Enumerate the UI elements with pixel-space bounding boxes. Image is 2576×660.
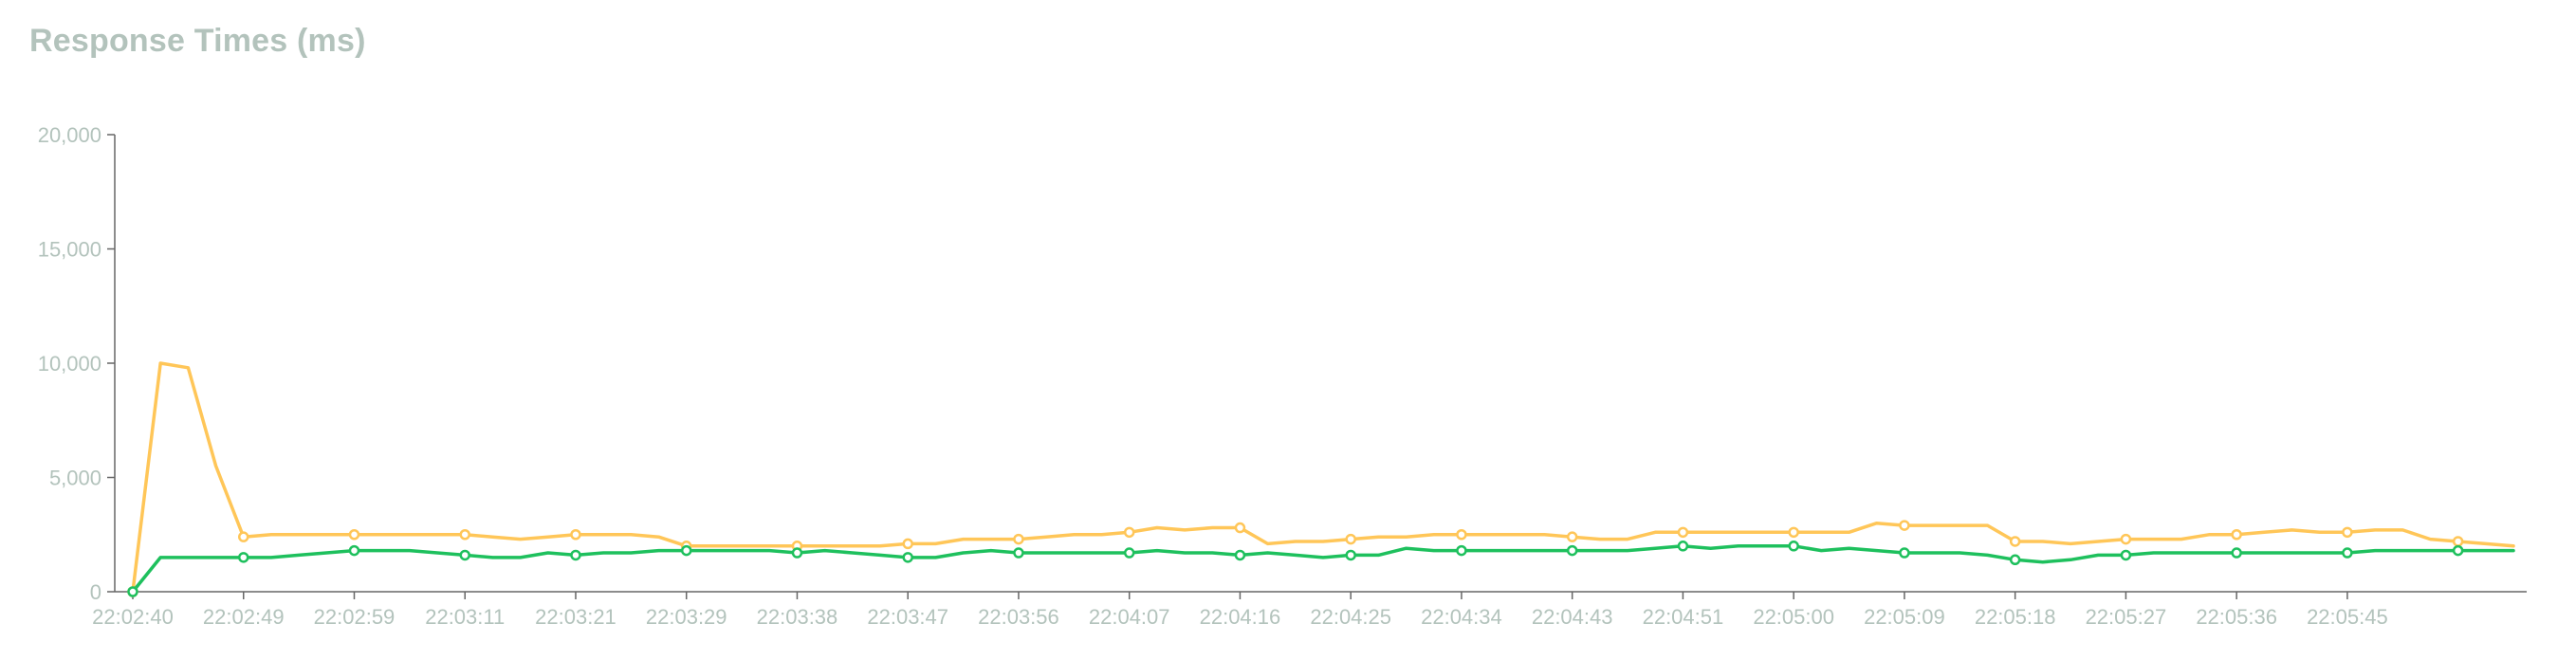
series-1-point[interactable] bbox=[1123, 526, 1135, 539]
y-tick-label: 5,000 bbox=[49, 467, 101, 490]
series-line-2 bbox=[131, 544, 2515, 594]
series-2-point[interactable] bbox=[1456, 544, 1467, 557]
series-1-point[interactable] bbox=[1456, 529, 1467, 541]
x-tick-label: 22:05:27 bbox=[2086, 605, 2167, 629]
series-1-point[interactable] bbox=[1345, 533, 1356, 545]
x-tick-label: 22:03:11 bbox=[425, 605, 505, 629]
series-2-point[interactable] bbox=[127, 586, 138, 597]
x-tick-label: 22:04:07 bbox=[1089, 605, 1170, 629]
y-tick-label: 20,000 bbox=[38, 123, 101, 147]
x-tick-label: 22:04:43 bbox=[1532, 605, 1613, 629]
x-tick-label: 22:02:59 bbox=[314, 605, 396, 629]
series-1-point[interactable] bbox=[570, 529, 581, 541]
series-1-point[interactable] bbox=[2009, 536, 2021, 547]
x-tick-label: 22:03:21 bbox=[535, 605, 616, 629]
series-1-point[interactable] bbox=[1677, 526, 1689, 539]
series-1-point[interactable] bbox=[1013, 533, 1024, 545]
series-2-point[interactable] bbox=[348, 544, 360, 557]
series-1-point[interactable] bbox=[1234, 522, 1246, 534]
x-tick-label: 22:05:00 bbox=[1753, 605, 1834, 629]
series-1-point[interactable] bbox=[1566, 531, 1578, 542]
x-tick-label: 22:05:18 bbox=[1975, 605, 2056, 629]
series-1-point[interactable] bbox=[237, 531, 249, 542]
series-2-point[interactable] bbox=[1345, 549, 1356, 561]
x-axis: 22:02:40 22:02:49 22:02:59 22:03:11 22:03:21… bbox=[92, 591, 2527, 629]
series-2-point[interactable] bbox=[237, 552, 249, 563]
series-2-point[interactable] bbox=[2342, 547, 2353, 559]
series-2-point[interactable] bbox=[459, 549, 470, 561]
y-tick-label: 0 bbox=[90, 580, 101, 604]
series-2-point[interactable] bbox=[2120, 549, 2132, 561]
series-2-point[interactable] bbox=[1677, 541, 1689, 552]
y-axis: 0 5,000 10,000 15,000 20,000 bbox=[38, 123, 116, 604]
series-1-point[interactable] bbox=[348, 529, 360, 541]
series-2-point[interactable] bbox=[1566, 544, 1578, 557]
series-1-point[interactable] bbox=[459, 529, 470, 541]
series-2-point[interactable] bbox=[1123, 547, 1135, 559]
x-tick-label: 22:05:45 bbox=[2307, 605, 2388, 629]
y-tick-label: 15,000 bbox=[38, 238, 101, 262]
x-tick-label: 22:04:34 bbox=[1421, 605, 1502, 629]
series-2-point[interactable] bbox=[902, 552, 913, 563]
series-2-point[interactable] bbox=[791, 547, 803, 559]
x-tick-label: 22:03:56 bbox=[978, 605, 1059, 629]
x-tick-label: 22:03:38 bbox=[757, 605, 838, 629]
series-layer bbox=[127, 361, 2515, 597]
series-1-point[interactable] bbox=[2120, 533, 2132, 545]
x-tick-label: 22:04:16 bbox=[1200, 605, 1281, 629]
series-2-point[interactable] bbox=[2231, 547, 2242, 559]
series-2-point[interactable] bbox=[1013, 547, 1024, 559]
chart-title: Response Times (ms) bbox=[29, 23, 366, 59]
series-2-point[interactable] bbox=[680, 544, 692, 557]
x-tick-label: 22:05:09 bbox=[1864, 605, 1945, 629]
series-line-1 bbox=[131, 361, 2515, 594]
series-2-point[interactable] bbox=[2452, 544, 2464, 557]
series-2-point[interactable] bbox=[1234, 549, 1246, 561]
x-tick-label: 22:03:47 bbox=[867, 605, 948, 629]
x-tick-label: 22:05:36 bbox=[2196, 605, 2277, 629]
series-2-point[interactable] bbox=[2009, 554, 2021, 566]
series-2-point[interactable] bbox=[1899, 547, 1910, 559]
series-1-point[interactable] bbox=[2452, 536, 2464, 547]
series-1-point[interactable] bbox=[902, 538, 913, 550]
x-tick-label: 22:02:40 bbox=[92, 605, 174, 629]
x-tick-label: 22:04:51 bbox=[1643, 605, 1724, 629]
x-tick-label: 22:03:29 bbox=[646, 605, 727, 629]
series-1-point[interactable] bbox=[2231, 529, 2242, 541]
series-1-point[interactable] bbox=[1788, 526, 1799, 539]
series-1-point[interactable] bbox=[1899, 520, 1910, 531]
y-tick-label: 10,000 bbox=[38, 352, 101, 376]
x-tick-label: 22:04:25 bbox=[1310, 605, 1391, 629]
x-tick-label: 22:02:49 bbox=[203, 605, 285, 629]
series-2-point[interactable] bbox=[1788, 541, 1799, 552]
series-1-point[interactable] bbox=[2342, 526, 2353, 539]
series-2-point[interactable] bbox=[570, 549, 581, 561]
